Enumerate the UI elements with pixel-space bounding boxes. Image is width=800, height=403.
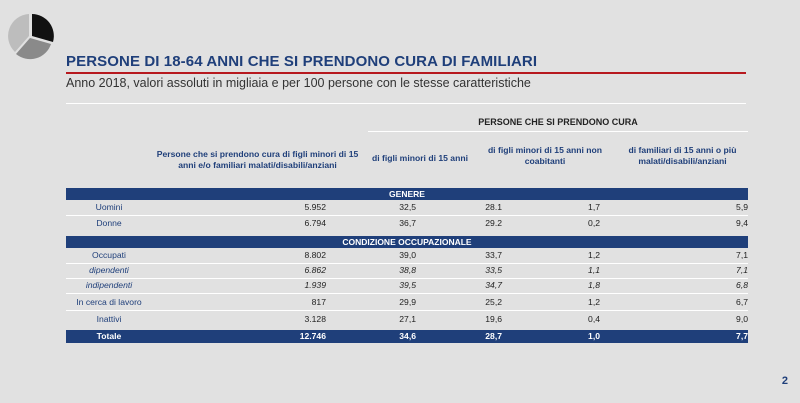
table-row: In cerca di lavoro 817 29,9 25,2 1,2 6,7 bbox=[66, 297, 748, 311]
cell-value: 0,4 bbox=[588, 314, 600, 324]
cell-value: 0,2 bbox=[588, 218, 600, 228]
cell-value: 5,9 bbox=[736, 202, 748, 212]
cell-value: 28.1 bbox=[485, 202, 502, 212]
cell-value: 38,8 bbox=[399, 265, 416, 275]
cell-value: 7,1 bbox=[736, 265, 748, 275]
cell-value: 6.794 bbox=[304, 218, 326, 228]
page-subtitle: Anno 2018, valori assoluti in migliaia e… bbox=[66, 76, 531, 90]
cell-value: 7,1 bbox=[736, 250, 748, 260]
cell-value: 33,7 bbox=[485, 250, 502, 260]
page-title: PERSONE DI 18-64 ANNI CHE SI PRENDONO CU… bbox=[66, 53, 538, 70]
total-value: 7,7 bbox=[736, 331, 748, 341]
cell-value: 29,9 bbox=[399, 297, 416, 307]
cell-value: 39,0 bbox=[399, 250, 416, 260]
cell-value: 34,7 bbox=[485, 280, 502, 290]
total-label: Totale bbox=[96, 331, 122, 341]
cell-value: 27,1 bbox=[399, 314, 416, 324]
table-row: Uomini 5.952 32,5 28.1 1,7 5,9 bbox=[66, 202, 748, 216]
row-label: Inattivi bbox=[96, 314, 122, 324]
table-row: Inattivi 3.128 27,1 19,6 0,4 9,0 bbox=[66, 314, 748, 328]
cell-value: 1,2 bbox=[588, 297, 600, 307]
table-row: Donne 6.794 36,7 29.2 0,2 9,4 bbox=[66, 218, 748, 232]
row-label: In cerca di lavoro bbox=[76, 297, 142, 307]
cell-value: 6,8 bbox=[736, 280, 748, 290]
table-row: indipendenti 1.939 39,5 34,7 1,8 6,8 bbox=[66, 280, 748, 294]
pie-logo-icon bbox=[8, 14, 54, 60]
total-row: Totale 12.746 34,6 28,7 1,0 7,7 bbox=[66, 330, 748, 343]
row-label: Donne bbox=[96, 218, 122, 228]
total-value: 34,6 bbox=[399, 331, 416, 341]
column-header-total: Persone che si prendono cura di figli mi… bbox=[156, 149, 359, 170]
row-label: dipendenti bbox=[89, 265, 129, 275]
cell-value: 39,5 bbox=[399, 280, 416, 290]
cell-value: 25,2 bbox=[485, 297, 502, 307]
cell-value: 36,7 bbox=[399, 218, 416, 228]
cell-value: 9,0 bbox=[736, 314, 748, 324]
cell-value: 817 bbox=[311, 297, 326, 307]
total-value: 1,0 bbox=[588, 331, 600, 341]
row-divider bbox=[66, 215, 748, 216]
column-header-children-not-cohabiting: di figli minori di 15 anni non coabitant… bbox=[487, 145, 603, 166]
cell-value: 19,6 bbox=[485, 314, 502, 324]
cell-value: 6.862 bbox=[304, 265, 326, 275]
total-value: 28,7 bbox=[485, 331, 502, 341]
row-label: Occupati bbox=[92, 250, 126, 260]
header-divider bbox=[66, 103, 746, 104]
cell-value: 32,5 bbox=[399, 202, 416, 212]
cell-value: 1,2 bbox=[588, 250, 600, 260]
cell-value: 1,1 bbox=[588, 265, 600, 275]
row-divider bbox=[66, 293, 748, 294]
cell-value: 1,8 bbox=[588, 280, 600, 290]
table-row: dipendenti 6.862 38,8 33,5 1,1 7,1 bbox=[66, 265, 748, 279]
row-divider bbox=[66, 310, 748, 311]
row-divider bbox=[66, 263, 748, 264]
cell-value: 6,7 bbox=[736, 297, 748, 307]
row-divider bbox=[66, 278, 748, 279]
cell-value: 33,5 bbox=[485, 265, 502, 275]
cell-value: 29.2 bbox=[485, 218, 502, 228]
page-number: 2 bbox=[781, 375, 788, 387]
cell-value: 1.939 bbox=[304, 280, 326, 290]
total-value: 12.746 bbox=[299, 331, 326, 341]
row-label: Uomini bbox=[95, 202, 123, 212]
group-header-underline bbox=[368, 131, 748, 132]
cell-value: 9,4 bbox=[736, 218, 748, 228]
table-row: Occupati 8.802 39,0 33,7 1,2 7,1 bbox=[66, 250, 748, 264]
section-band-condizione: CONDIZIONE OCCUPAZIONALE bbox=[66, 236, 748, 248]
cell-value: 1,7 bbox=[588, 202, 600, 212]
row-label: indipendenti bbox=[85, 280, 133, 290]
cell-value: 5.952 bbox=[304, 202, 326, 212]
column-header-sick-relatives: di familiari di 15 anni o più malati/dis… bbox=[628, 145, 737, 166]
column-header-children: di figli minori di 15 anni bbox=[372, 153, 468, 163]
group-header: PERSONE CHE SI PRENDONO CURA bbox=[478, 117, 638, 127]
section-band-genere: GENERE bbox=[66, 188, 748, 200]
cell-value: 8.802 bbox=[304, 250, 326, 260]
cell-value: 3.128 bbox=[304, 314, 326, 324]
